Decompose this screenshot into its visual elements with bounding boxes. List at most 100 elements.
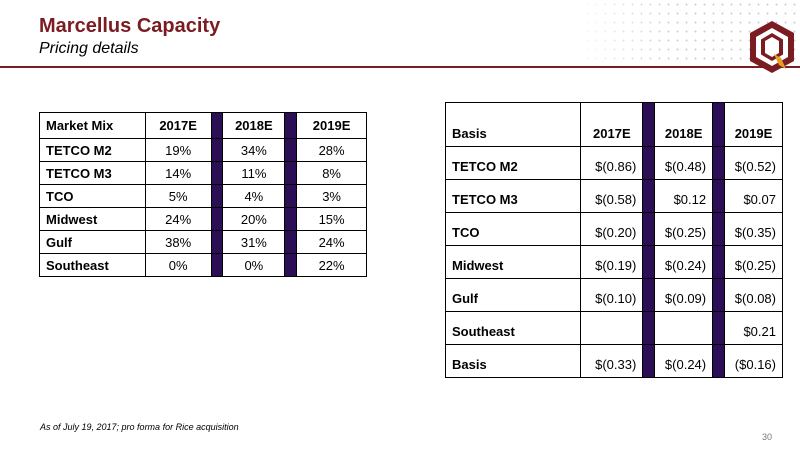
row-label: TCO (39, 184, 146, 208)
table-cell: 0% (222, 253, 286, 277)
column-separator (712, 212, 725, 246)
column-separator (284, 253, 298, 277)
column-separator (642, 212, 656, 246)
table-cell: 8% (296, 161, 367, 185)
column-separator (642, 245, 656, 279)
table-cell: $(0.48) (654, 146, 714, 180)
table-cell: $(0.08) (724, 278, 783, 312)
table-cell: 22% (296, 253, 367, 277)
row-label: Midwest (39, 207, 146, 231)
table-cell: 3% (296, 184, 367, 208)
column-separator (210, 112, 224, 139)
row-label: Southeast (444, 311, 582, 345)
column-header: Market Mix (39, 112, 146, 139)
table-row: TETCO M2 19% 34% 28% (39, 138, 367, 162)
column-header: Basis (444, 102, 582, 147)
table-cell (654, 311, 714, 345)
column-separator (642, 311, 656, 345)
table-cell: $(0.33) (580, 344, 644, 378)
row-label: Southeast (39, 253, 146, 277)
table-cell: 15% (296, 207, 367, 231)
column-separator (712, 179, 725, 213)
table-header-row: Basis 2017E 2018E 2019E (444, 102, 783, 147)
column-separator (210, 161, 224, 185)
column-separator (712, 278, 725, 312)
table-cell: $0.07 (724, 179, 783, 213)
table-cell: $(0.25) (724, 245, 783, 279)
column-separator (712, 146, 725, 180)
column-separator (284, 207, 298, 231)
column-separator (712, 344, 725, 378)
table-cell: $(0.20) (580, 212, 644, 246)
table-cell: 4% (222, 184, 286, 208)
column-separator (642, 344, 656, 378)
row-label: TETCO M3 (444, 179, 582, 213)
header-divider (0, 66, 800, 68)
table-cell: ($0.16) (724, 344, 783, 378)
table-row: Basis $(0.33) $(0.24) ($0.16) (444, 344, 783, 378)
row-label: TCO (444, 212, 582, 246)
column-separator (210, 207, 224, 231)
basis-table: Basis 2017E 2018E 2019E TETCO M2 $(0.86)… (444, 102, 783, 378)
column-separator (284, 230, 298, 254)
column-header: 2017E (580, 102, 644, 147)
footnote: As of July 19, 2017; pro forma for Rice … (40, 422, 239, 432)
table-cell: 28% (296, 138, 367, 162)
column-separator (712, 245, 725, 279)
table-cell: $(0.19) (580, 245, 644, 279)
table-cell: $(0.86) (580, 146, 644, 180)
table-cell: 38% (144, 230, 212, 254)
table-cell: $0.12 (654, 179, 714, 213)
page-subtitle: Pricing details (39, 40, 139, 57)
column-separator (284, 138, 298, 162)
table-row: Gulf 38% 31% 24% (39, 230, 367, 254)
page-title: Marcellus Capacity (39, 15, 221, 37)
column-separator (642, 179, 656, 213)
table-row: Gulf $(0.10) $(0.09) $(0.08) (444, 278, 783, 312)
column-header: 2017E (144, 112, 212, 139)
column-header: 2018E (222, 112, 286, 139)
column-separator (642, 278, 656, 312)
table-cell: $(0.24) (654, 245, 714, 279)
company-logo-icon (750, 21, 794, 73)
table-row: TETCO M3 14% 11% 8% (39, 161, 367, 185)
table-row: TETCO M3 $(0.58) $0.12 $0.07 (444, 179, 783, 213)
table-cell: 24% (144, 207, 212, 231)
row-label: Basis (444, 344, 582, 378)
table-header-row: Market Mix 2017E 2018E 2019E (39, 112, 367, 139)
column-separator (642, 102, 656, 147)
table-row: TCO 5% 4% 3% (39, 184, 367, 208)
column-separator (284, 184, 298, 208)
table-cell: 19% (144, 138, 212, 162)
table-cell: $0.21 (724, 311, 783, 345)
table-cell: 34% (222, 138, 286, 162)
table-cell: $(0.58) (580, 179, 644, 213)
column-separator (210, 230, 224, 254)
column-separator (712, 311, 725, 345)
table-row: TETCO M2 $(0.86) $(0.48) $(0.52) (444, 146, 783, 180)
table-row: Midwest 24% 20% 15% (39, 207, 367, 231)
column-separator (712, 102, 725, 147)
table-cell: $(0.24) (654, 344, 714, 378)
column-separator (210, 138, 224, 162)
row-label: Midwest (444, 245, 582, 279)
table-cell: $(0.10) (580, 278, 644, 312)
table-cell: 14% (144, 161, 212, 185)
market-mix-table: Market Mix 2017E 2018E 2019E TETCO M2 19… (39, 112, 367, 277)
column-separator (210, 253, 224, 277)
column-separator (284, 112, 298, 139)
table-cell: 11% (222, 161, 286, 185)
table-cell: 20% (222, 207, 286, 231)
column-separator (284, 161, 298, 185)
row-label: Gulf (444, 278, 582, 312)
row-label: TETCO M2 (444, 146, 582, 180)
table-cell: $(0.35) (724, 212, 783, 246)
column-separator (642, 146, 656, 180)
table-row: TCO $(0.20) $(0.25) $(0.35) (444, 212, 783, 246)
table-cell (580, 311, 644, 345)
table-cell: 5% (144, 184, 212, 208)
table-row: Southeast 0% 0% 22% (39, 253, 367, 277)
row-label: TETCO M3 (39, 161, 146, 185)
table-cell: 24% (296, 230, 367, 254)
table-cell: $(0.09) (654, 278, 714, 312)
